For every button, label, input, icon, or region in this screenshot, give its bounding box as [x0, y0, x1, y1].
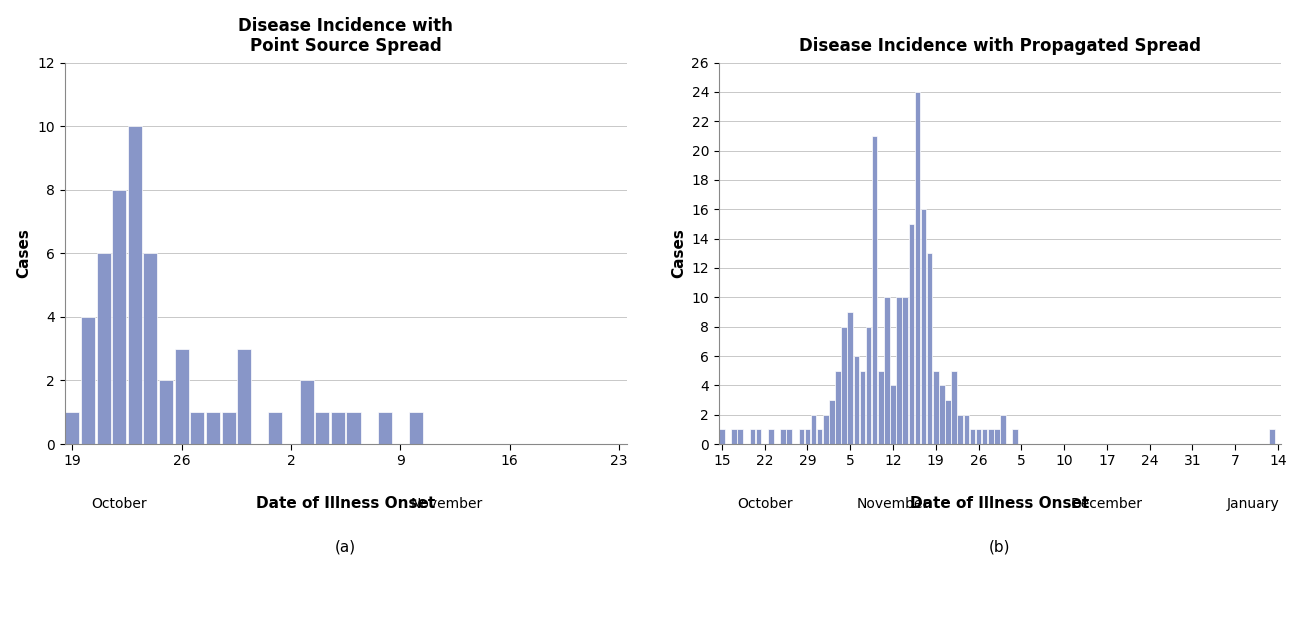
Bar	[927, 253, 932, 444]
Bar	[896, 297, 902, 444]
Bar	[719, 430, 725, 444]
Bar	[970, 430, 975, 444]
Bar	[798, 430, 805, 444]
Bar	[921, 209, 926, 444]
Bar	[756, 430, 762, 444]
Text: November: November	[857, 497, 930, 511]
Title: Disease Incidence with
Point Source Spread: Disease Incidence with Point Source Spre…	[239, 17, 452, 55]
Bar	[269, 412, 283, 444]
Bar	[237, 349, 252, 444]
Bar	[994, 430, 1000, 444]
Text: (a): (a)	[335, 539, 356, 555]
Bar	[159, 381, 173, 444]
Bar	[982, 430, 987, 444]
Bar	[409, 412, 422, 444]
Bar	[1012, 430, 1018, 444]
Bar	[891, 386, 896, 444]
Bar	[732, 430, 737, 444]
Bar	[854, 356, 859, 444]
Title: Disease Incidence with Propagated Spread: Disease Incidence with Propagated Spread	[799, 38, 1201, 55]
Bar	[866, 327, 871, 444]
Bar	[96, 253, 111, 444]
Bar	[112, 190, 126, 444]
Bar	[378, 412, 391, 444]
Bar	[975, 430, 982, 444]
Bar	[902, 297, 908, 444]
Bar	[768, 430, 773, 444]
Bar	[81, 317, 95, 444]
Bar	[347, 412, 360, 444]
Bar	[884, 297, 889, 444]
Text: (b): (b)	[990, 539, 1011, 555]
Bar	[175, 349, 189, 444]
Bar	[878, 371, 884, 444]
Bar	[300, 381, 314, 444]
Bar	[939, 386, 944, 444]
Bar	[848, 312, 853, 444]
Text: November: November	[411, 497, 484, 511]
Text: October: October	[91, 497, 147, 511]
Bar	[1000, 414, 1005, 444]
Text: January: January	[1227, 497, 1281, 511]
Bar	[816, 430, 823, 444]
Bar	[823, 414, 828, 444]
Bar	[143, 253, 158, 444]
Bar	[65, 412, 80, 444]
Bar	[128, 126, 142, 444]
Bar	[222, 412, 236, 444]
Bar	[316, 412, 330, 444]
Bar	[914, 92, 921, 444]
Bar	[932, 371, 939, 444]
Bar	[805, 430, 810, 444]
Bar	[1269, 430, 1274, 444]
Bar	[206, 412, 220, 444]
Y-axis label: Cases: Cases	[670, 229, 686, 278]
Bar	[738, 430, 743, 444]
Bar	[988, 430, 994, 444]
Bar	[836, 371, 841, 444]
Bar	[859, 371, 865, 444]
Bar	[945, 400, 951, 444]
Bar	[841, 327, 846, 444]
X-axis label: Date of Illness Onset: Date of Illness Onset	[910, 496, 1090, 511]
Bar	[909, 224, 914, 444]
Bar	[786, 430, 792, 444]
X-axis label: Date of Illness Onset: Date of Illness Onset	[256, 496, 436, 511]
Text: October: October	[737, 497, 793, 511]
Bar	[872, 136, 878, 444]
Bar	[331, 412, 344, 444]
Bar	[811, 414, 816, 444]
Bar	[780, 430, 786, 444]
Y-axis label: Cases: Cases	[17, 229, 31, 278]
Bar	[190, 412, 205, 444]
Bar	[750, 430, 755, 444]
Bar	[957, 414, 962, 444]
Bar	[952, 371, 957, 444]
Bar	[964, 414, 969, 444]
Bar	[829, 400, 835, 444]
Text: December: December	[1071, 497, 1142, 511]
